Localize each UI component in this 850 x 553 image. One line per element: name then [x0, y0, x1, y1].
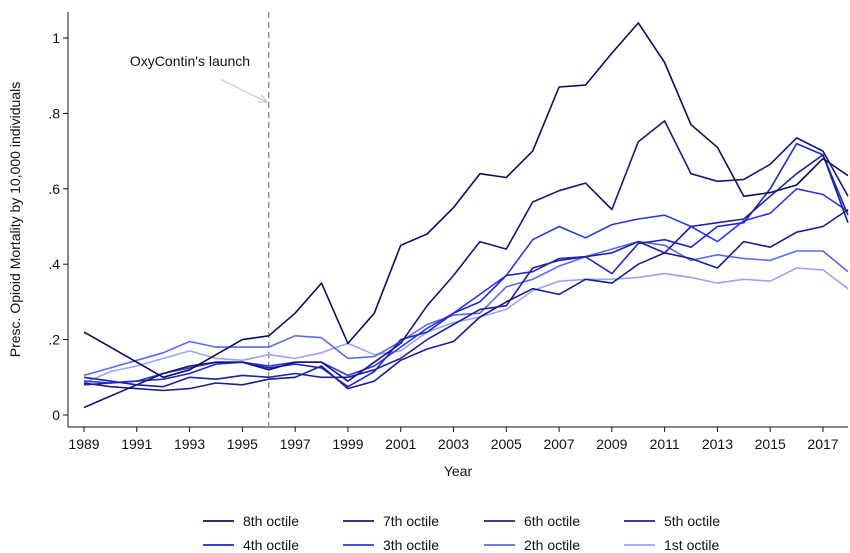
- x-tick-label: 2003: [438, 436, 469, 452]
- x-tick-label: 2017: [807, 436, 838, 452]
- y-tick-label: 0: [52, 407, 60, 423]
- x-axis-label: Year: [444, 463, 473, 479]
- legend-label: 7th octile: [383, 513, 439, 529]
- legend-label: 4th octile: [243, 537, 299, 553]
- x-tick-label: 1999: [332, 436, 363, 452]
- x-tick-label: 1989: [68, 436, 99, 452]
- series-line-2th-octile: [83, 240, 849, 377]
- y-axis-label: Presc. Opioid Mortality by 10,000 indivi…: [7, 82, 23, 357]
- x-tick-label: 2009: [596, 436, 627, 452]
- x-tick-label: 1997: [280, 436, 311, 452]
- legend-label: 6th octile: [524, 513, 580, 529]
- x-tick-label: 1995: [227, 436, 258, 452]
- legend-label: 1st octile: [664, 537, 719, 553]
- x-tick-label: 2005: [491, 436, 522, 452]
- series-line-6th-octile: [83, 208, 849, 392]
- series-line-4th-octile: [83, 142, 849, 388]
- y-tick-label: .8: [48, 105, 60, 121]
- legend-label: 2th octile: [524, 537, 580, 553]
- x-tick-label: 2007: [543, 436, 574, 452]
- y-tick-label: .2: [48, 332, 60, 348]
- annotation-arrow: [221, 79, 267, 103]
- y-tick-label: 1: [52, 30, 60, 46]
- y-tick-label: .6: [48, 181, 60, 197]
- x-tick-label: 2001: [385, 436, 416, 452]
- x-tick-label: 2011: [650, 436, 680, 452]
- x-tick-label: 2013: [702, 436, 733, 452]
- series-lines: [83, 22, 849, 409]
- legend-label: 3th octile: [383, 537, 439, 553]
- series-line-5th-octile: [83, 154, 849, 388]
- y-tick-label: .4: [48, 256, 60, 272]
- annotation-arrowhead: [257, 94, 268, 103]
- x-tick-label: 1991: [121, 436, 152, 452]
- legend: 8th octile 7th octile 6th octile 5th octile…: [203, 513, 720, 553]
- annotation-text: OxyContin's launch: [130, 53, 250, 69]
- series-line-8th-octile: [83, 22, 849, 379]
- series-line-7th-octile: [83, 120, 849, 409]
- x-tick-label: 1993: [174, 436, 205, 452]
- legend-label: 8th octile: [243, 513, 299, 529]
- axes: 0 .2 .4 .6 .8 1 1989 1991 1993 1995 1997 1999 2001 20…: [48, 12, 848, 452]
- legend-label: 5th octile: [664, 513, 720, 529]
- oxycontin-launch-marker: [221, 12, 270, 427]
- x-tick-label: 2015: [755, 436, 786, 452]
